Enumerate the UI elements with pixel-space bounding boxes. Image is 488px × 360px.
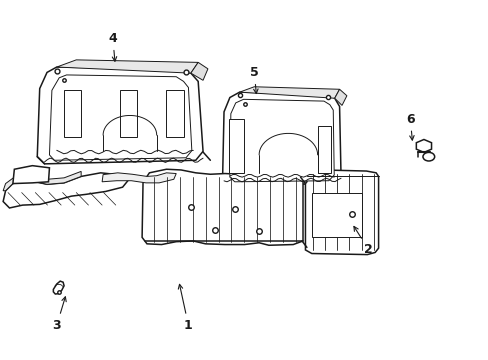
- Polygon shape: [222, 92, 340, 185]
- Polygon shape: [166, 90, 183, 137]
- Polygon shape: [317, 126, 330, 173]
- Text: 5: 5: [249, 66, 258, 94]
- Polygon shape: [190, 62, 207, 80]
- Polygon shape: [311, 193, 361, 237]
- Polygon shape: [228, 119, 244, 173]
- Polygon shape: [37, 67, 203, 164]
- Text: 2: 2: [353, 226, 372, 256]
- Polygon shape: [239, 87, 339, 98]
- Polygon shape: [64, 90, 81, 137]
- Polygon shape: [49, 75, 191, 160]
- Polygon shape: [142, 169, 303, 245]
- Polygon shape: [3, 173, 130, 208]
- Polygon shape: [3, 171, 81, 191]
- Polygon shape: [57, 60, 198, 73]
- Polygon shape: [120, 90, 137, 137]
- Polygon shape: [53, 281, 64, 294]
- Text: 6: 6: [405, 113, 414, 140]
- Polygon shape: [102, 173, 176, 183]
- Text: 1: 1: [178, 284, 192, 332]
- Polygon shape: [13, 166, 49, 184]
- Polygon shape: [229, 99, 333, 182]
- Polygon shape: [305, 170, 378, 255]
- Polygon shape: [415, 139, 430, 152]
- Text: 4: 4: [108, 32, 117, 61]
- Polygon shape: [334, 89, 346, 105]
- Text: 3: 3: [52, 297, 66, 332]
- Circle shape: [422, 152, 434, 161]
